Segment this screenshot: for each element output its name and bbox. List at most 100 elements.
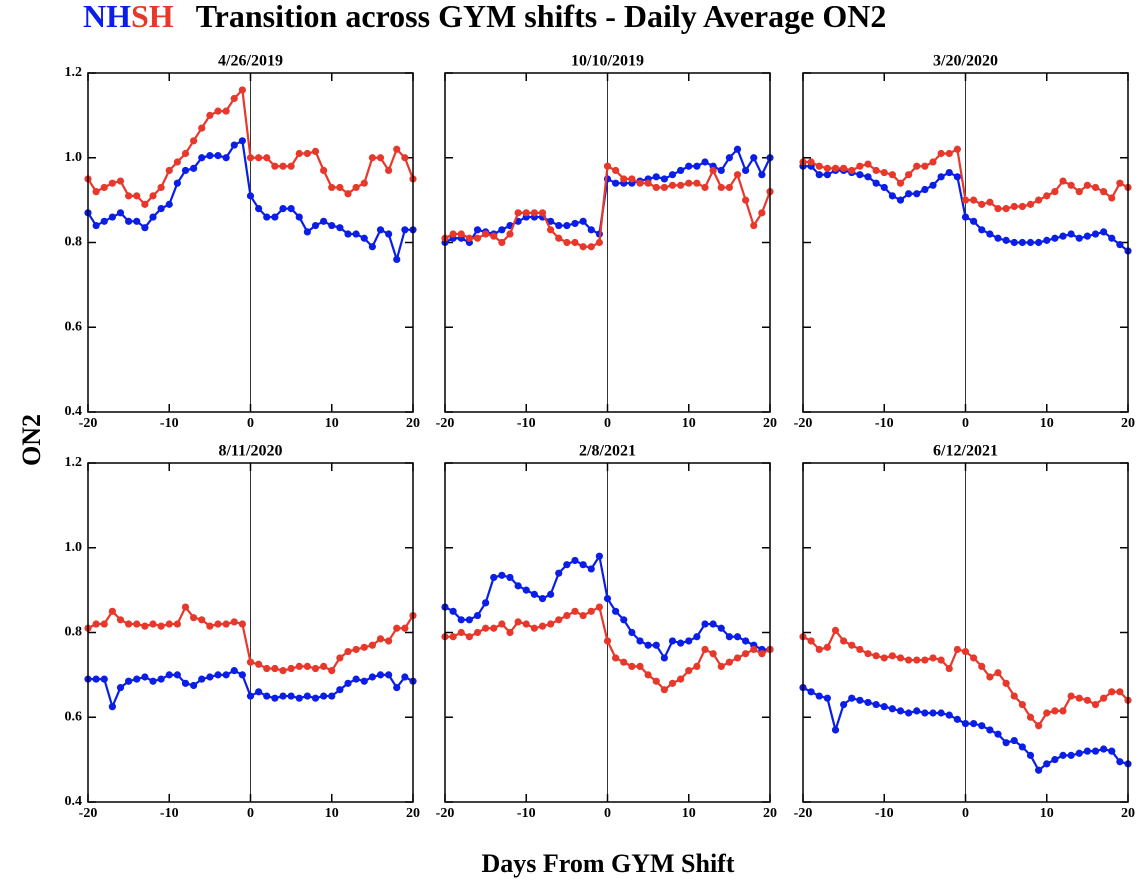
- point: [530, 590, 538, 598]
- point: [149, 620, 157, 628]
- point: [255, 154, 263, 162]
- point: [848, 166, 856, 175]
- point: [125, 192, 133, 200]
- point: [190, 614, 198, 622]
- x-tick-label: -20: [79, 806, 98, 821]
- point: [1100, 188, 1108, 196]
- point: [725, 658, 733, 666]
- legend-sh: SH: [131, 0, 174, 34]
- x-tick-label: 20: [1121, 416, 1135, 431]
- legend-nh: NH: [83, 0, 131, 34]
- point: [652, 677, 660, 685]
- point: [287, 692, 295, 700]
- point: [579, 561, 587, 569]
- point: [190, 681, 198, 690]
- point: [352, 645, 360, 654]
- point: [149, 677, 157, 685]
- point: [677, 639, 685, 647]
- point: [913, 190, 921, 198]
- point: [279, 692, 287, 700]
- point: [571, 238, 579, 247]
- point: [644, 641, 652, 649]
- point: [978, 722, 986, 730]
- point: [263, 213, 271, 221]
- x-tick-label: 20: [1121, 806, 1135, 821]
- point: [449, 230, 457, 238]
- point: [173, 179, 181, 187]
- point: [1116, 241, 1124, 249]
- point: [360, 643, 368, 651]
- point: [457, 616, 465, 624]
- point: [490, 232, 498, 240]
- point: [701, 645, 709, 654]
- point: [685, 637, 693, 645]
- plot-frame: [444, 462, 771, 803]
- point: [538, 595, 547, 603]
- point: [457, 230, 465, 238]
- point: [994, 205, 1002, 213]
- point: [125, 217, 133, 225]
- point: [823, 694, 831, 702]
- point: [547, 590, 555, 598]
- point: [255, 688, 263, 696]
- point: [393, 145, 401, 153]
- plot-frame: [444, 72, 771, 413]
- point: [945, 664, 953, 673]
- point: [1116, 179, 1124, 187]
- point: [376, 226, 385, 234]
- y-tick-label: 0.6: [65, 319, 83, 334]
- point: [1035, 238, 1043, 247]
- point: [1026, 751, 1035, 759]
- point: [856, 162, 864, 170]
- point: [206, 111, 214, 119]
- point: [636, 179, 644, 187]
- x-tick-label: -10: [875, 806, 894, 821]
- point: [1059, 751, 1067, 759]
- point: [311, 694, 320, 702]
- point: [1051, 188, 1059, 196]
- point: [465, 616, 473, 624]
- point: [701, 620, 709, 628]
- x-tick-label: 10: [325, 416, 339, 431]
- point: [896, 196, 905, 204]
- point: [733, 145, 742, 153]
- point: [758, 650, 766, 658]
- point: [482, 599, 490, 607]
- point: [214, 620, 222, 628]
- point: [336, 686, 344, 694]
- point: [685, 667, 693, 675]
- point: [198, 675, 206, 683]
- panel-title: 10/10/2019: [571, 53, 644, 70]
- point: [198, 616, 206, 624]
- point: [652, 183, 660, 192]
- point: [141, 224, 149, 232]
- point: [636, 637, 644, 645]
- point: [271, 213, 279, 221]
- x-tick-label: -20: [79, 416, 98, 431]
- x-tick-label: 10: [682, 806, 696, 821]
- point: [1010, 238, 1018, 247]
- point: [522, 586, 530, 594]
- point: [336, 183, 344, 192]
- x-tick-label: 0: [247, 806, 254, 821]
- point: [677, 181, 685, 189]
- point: [385, 637, 393, 645]
- point: [1091, 700, 1100, 709]
- point: [206, 673, 214, 681]
- point: [872, 166, 880, 175]
- point: [929, 709, 937, 717]
- point: [368, 673, 376, 681]
- point: [457, 628, 465, 637]
- x-tick-label: -10: [517, 806, 536, 821]
- point: [725, 154, 733, 162]
- point: [506, 628, 514, 637]
- point: [116, 177, 125, 185]
- point: [1075, 749, 1083, 757]
- point: [563, 611, 571, 620]
- point: [482, 624, 490, 632]
- point: [514, 209, 522, 217]
- point: [595, 552, 603, 560]
- point: [571, 219, 579, 228]
- point: [1091, 183, 1100, 192]
